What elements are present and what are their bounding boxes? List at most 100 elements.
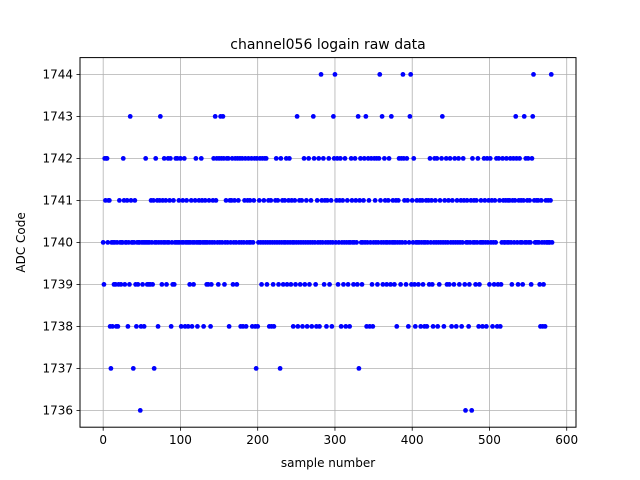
data-point xyxy=(354,282,360,287)
data-point xyxy=(403,282,409,287)
data-point xyxy=(353,198,359,203)
data-point xyxy=(223,198,229,203)
data-point xyxy=(110,324,115,329)
data-point xyxy=(250,240,256,245)
data-point xyxy=(343,324,349,329)
x-tick-label: 400 xyxy=(401,433,424,447)
data-point xyxy=(101,282,107,287)
x-tick-label: 300 xyxy=(324,433,347,447)
data-point xyxy=(331,114,336,119)
x-tick-label: 200 xyxy=(246,433,269,447)
data-point xyxy=(369,282,375,287)
y-axis-ticks: 1736 1737 1738 1739 1740 1741 1742 1743 1744 xyxy=(42,68,80,418)
data-point xyxy=(176,198,182,203)
data-point xyxy=(150,198,156,203)
data-point xyxy=(388,282,393,287)
data-point xyxy=(137,408,143,413)
data-point xyxy=(117,198,122,203)
data-point xyxy=(492,198,498,203)
y-tick-label: 1742 xyxy=(42,152,73,166)
data-point xyxy=(446,198,451,203)
data-point xyxy=(404,156,410,161)
data-point xyxy=(409,198,415,203)
data-point xyxy=(460,156,466,161)
data-point xyxy=(504,156,509,161)
data-point xyxy=(517,156,523,161)
data-point xyxy=(259,282,264,287)
data-point xyxy=(108,366,114,371)
data-point xyxy=(280,282,286,287)
data-point xyxy=(462,282,468,287)
data-point xyxy=(355,114,361,119)
data-point xyxy=(270,282,276,287)
data-point xyxy=(193,156,199,161)
data-point xyxy=(436,282,442,287)
data-point xyxy=(235,198,241,203)
data-point xyxy=(164,282,169,287)
data-point xyxy=(263,156,269,161)
data-point xyxy=(321,282,327,287)
data-point xyxy=(439,114,445,119)
data-point xyxy=(377,72,383,77)
data-point xyxy=(140,282,145,287)
data-point xyxy=(130,366,136,371)
data-point xyxy=(311,156,317,161)
data-point xyxy=(293,282,298,287)
data-point xyxy=(435,324,441,329)
data-point xyxy=(441,324,447,329)
data-point xyxy=(351,282,356,287)
data-point xyxy=(394,324,400,329)
data-point xyxy=(398,282,404,287)
data-point xyxy=(128,198,134,203)
data-point xyxy=(372,198,378,203)
data-point xyxy=(132,198,138,203)
data-point xyxy=(208,282,214,287)
data-point xyxy=(491,282,497,287)
data-point xyxy=(161,156,167,161)
data-point xyxy=(100,240,106,245)
data-point xyxy=(475,156,481,161)
data-point xyxy=(299,198,305,203)
data-point xyxy=(525,156,531,161)
data-point xyxy=(256,198,262,203)
data-point xyxy=(225,156,231,161)
data-point xyxy=(443,156,449,161)
data-point xyxy=(381,156,387,161)
data-point xyxy=(480,324,485,329)
data-point xyxy=(192,198,198,203)
data-point xyxy=(303,198,309,203)
data-point xyxy=(133,324,139,329)
data-point xyxy=(521,114,527,119)
data-point xyxy=(317,324,322,329)
data-point xyxy=(384,282,390,287)
data-point xyxy=(294,114,300,119)
data-point xyxy=(191,282,196,287)
data-point xyxy=(354,240,359,245)
data-point xyxy=(459,324,465,329)
data-point xyxy=(306,156,312,161)
data-point xyxy=(143,156,149,161)
data-point xyxy=(451,282,457,287)
data-point xyxy=(470,156,475,161)
data-point xyxy=(127,114,133,119)
data-point xyxy=(379,114,385,119)
data-point xyxy=(460,240,465,245)
y-tick-label: 1738 xyxy=(42,320,73,334)
data-point xyxy=(541,282,546,287)
x-axis-ticks: 0 100 200 300 400 500 600 xyxy=(99,427,578,447)
data-point xyxy=(520,282,526,287)
data-point xyxy=(385,198,391,203)
data-point xyxy=(278,156,284,161)
data-point xyxy=(301,156,307,161)
data-point xyxy=(234,282,240,287)
data-point xyxy=(268,198,274,203)
data-point xyxy=(115,324,121,329)
y-tick-label: 1744 xyxy=(42,68,73,82)
data-point xyxy=(361,198,366,203)
data-point xyxy=(118,282,124,287)
x-axis-label: sample number xyxy=(281,456,375,470)
data-point xyxy=(318,72,324,77)
data-point xyxy=(453,324,459,329)
data-point xyxy=(530,114,536,119)
